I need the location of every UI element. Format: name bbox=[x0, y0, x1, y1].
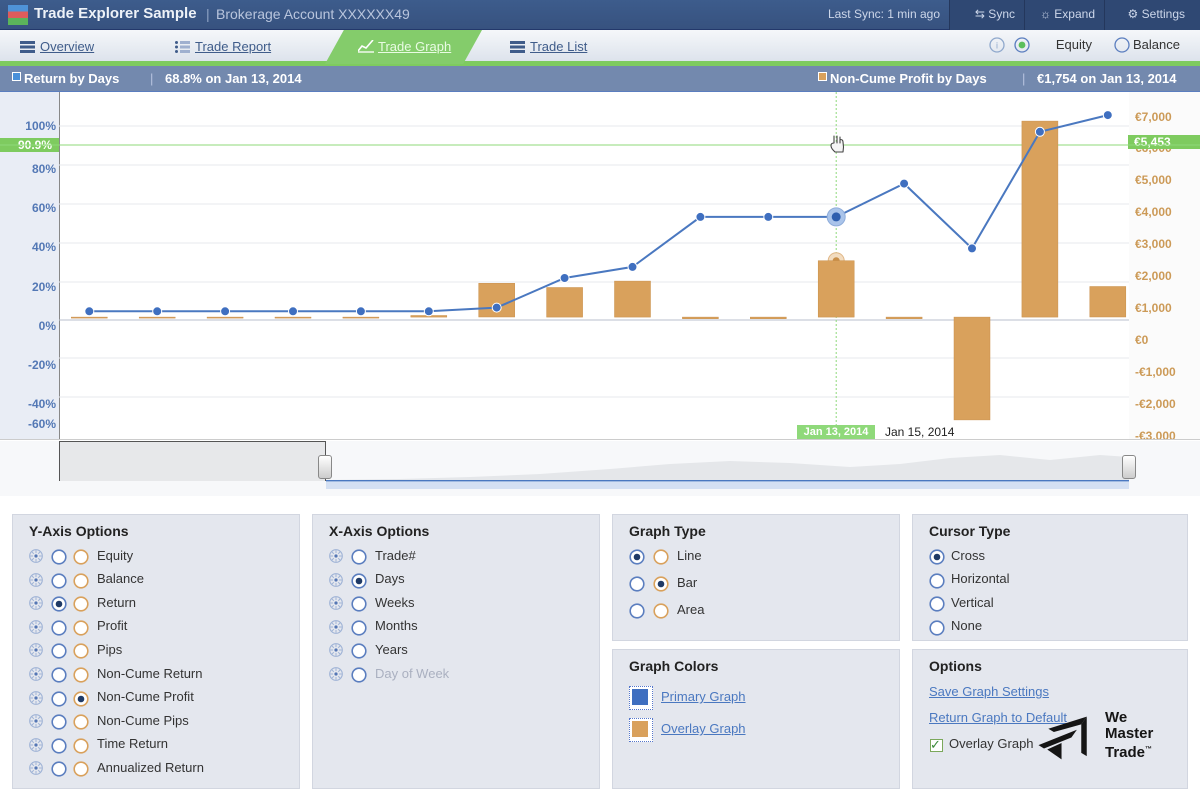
svg-text:i: i bbox=[996, 41, 998, 51]
